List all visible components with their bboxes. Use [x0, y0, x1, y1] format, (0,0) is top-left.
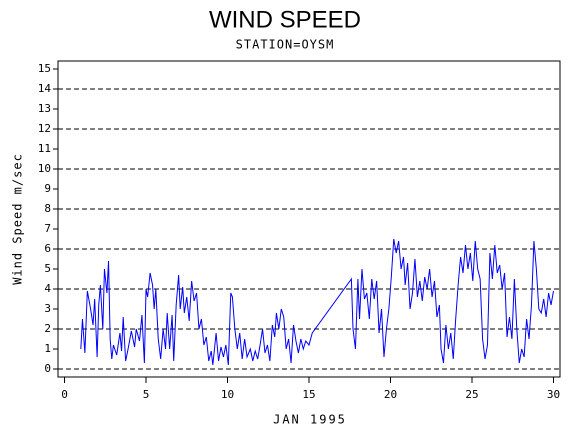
y-tick-label: 13 — [38, 102, 51, 115]
y-tick-label: 2 — [44, 322, 51, 335]
y-tick-label: 10 — [38, 162, 51, 175]
chart-title: WIND SPEED — [209, 6, 361, 33]
y-tick-label: 9 — [44, 182, 51, 195]
x-tick-label: 30 — [547, 388, 560, 401]
plot-frame — [57, 60, 561, 378]
x-axis-label: JAN 1995 — [273, 413, 347, 427]
y-tick-label: 1 — [44, 342, 51, 355]
y-tick-label: 4 — [44, 282, 51, 295]
x-tick-label: 15 — [302, 388, 315, 401]
y-tick-label: 14 — [38, 82, 52, 95]
data-line — [80, 238, 554, 366]
x-tick-label: 20 — [384, 388, 397, 401]
chart-subtitle: STATION=OYSM — [236, 38, 335, 52]
y-tick-label: 3 — [44, 302, 51, 315]
x-tick-label: 25 — [465, 388, 478, 401]
y-tick-label: 15 — [38, 62, 51, 75]
x-tick-label: 0 — [61, 388, 68, 401]
y-tick-label: 6 — [44, 242, 51, 255]
y-tick-label: 8 — [44, 202, 51, 215]
y-tick-label: 0 — [44, 362, 51, 375]
x-tick-label: 10 — [221, 388, 234, 401]
y-tick-label: 7 — [44, 222, 51, 235]
y-tick-label: 11 — [38, 142, 51, 155]
y-tick-label: 5 — [44, 262, 51, 275]
y-tick-label: 12 — [38, 122, 51, 135]
y-axis-label: Wind Speed m/sec — [11, 153, 25, 285]
x-tick-label: 5 — [143, 388, 150, 401]
